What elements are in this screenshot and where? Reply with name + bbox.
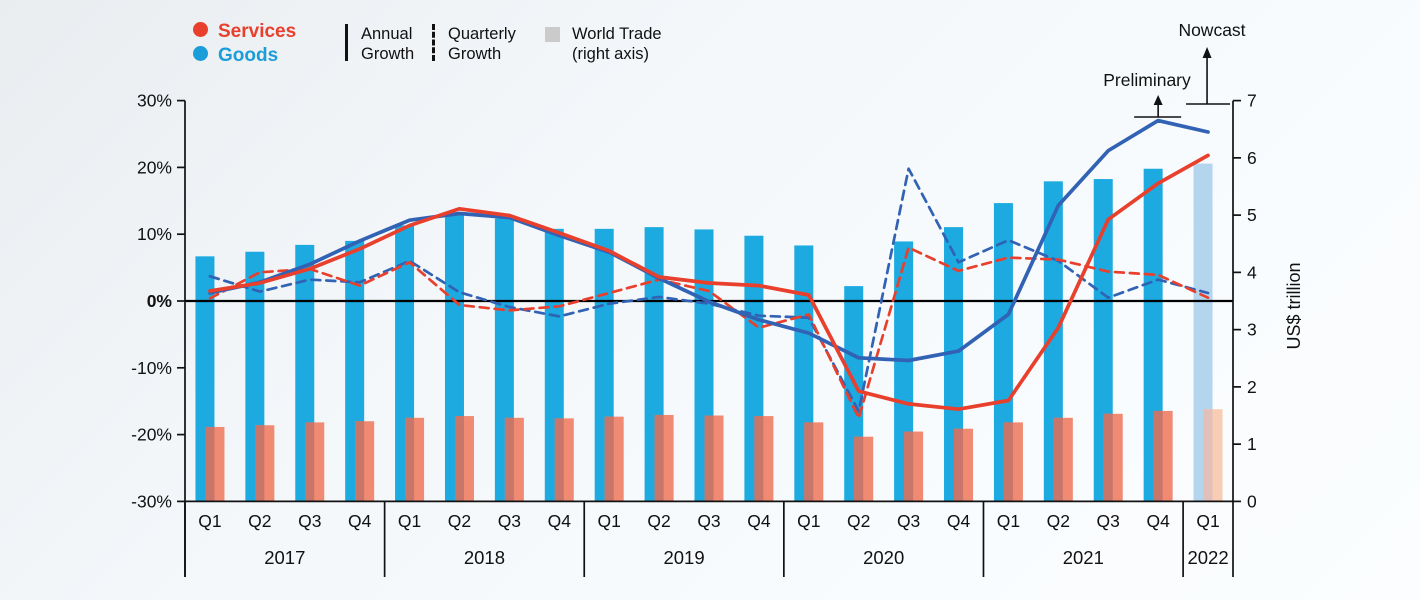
world-trade-bars xyxy=(195,163,1223,502)
legend-quarterly-growth: Quarterly Growth xyxy=(432,24,516,64)
nowcast-label: Nowcast xyxy=(1178,20,1246,40)
legend-quarterly-line1: Quarterly xyxy=(448,25,516,43)
bar-overlap xyxy=(554,418,564,502)
quarter-label: Q4 xyxy=(747,511,771,531)
annotation-arrows xyxy=(1134,47,1231,118)
right-axis-title: US$ trillion xyxy=(1284,262,1304,349)
bar-overlap xyxy=(355,421,365,502)
growth-lines xyxy=(208,118,1210,420)
nowcast-arrowhead xyxy=(1202,47,1212,58)
quarter-label: Q1 xyxy=(198,511,221,531)
services-dot-icon xyxy=(193,22,208,37)
year-label: 2019 xyxy=(663,547,704,568)
goods-annual-growth-line xyxy=(208,118,1210,363)
bar-overlap xyxy=(1153,410,1163,502)
year-label: 2018 xyxy=(464,547,505,568)
year-label: 2021 xyxy=(1063,547,1104,568)
year-label: 2020 xyxy=(863,547,904,568)
quarter-label: Q2 xyxy=(847,511,870,531)
legend-goods-label: Goods xyxy=(218,45,279,66)
left-tick-label: -10% xyxy=(131,358,172,378)
quarter-label: Q3 xyxy=(697,511,720,531)
goods-dot-icon xyxy=(193,46,208,61)
quarter-label: Q3 xyxy=(1097,511,1120,531)
axes xyxy=(184,100,1234,577)
bar-overlap xyxy=(754,416,764,502)
bar-overlap xyxy=(904,431,914,502)
quarter-label: Q3 xyxy=(897,511,920,531)
right-tick-label: 3 xyxy=(1247,320,1257,340)
legend-worldtrade-line1: World Trade xyxy=(572,25,662,43)
left-tick-label: 0% xyxy=(147,291,173,311)
right-tick-label: 5 xyxy=(1247,205,1257,225)
right-tick-label: 1 xyxy=(1247,434,1257,454)
left-tick-label: -20% xyxy=(131,425,172,445)
year-label: 2022 xyxy=(1187,547,1228,568)
quarter-label: Q1 xyxy=(398,511,421,531)
right-tick-label: 4 xyxy=(1247,262,1257,282)
services-quarterly-growth-line xyxy=(208,246,1210,420)
right-tick-label: 7 xyxy=(1247,91,1257,111)
quarter-label: Q2 xyxy=(248,511,271,531)
bar-overlap xyxy=(1103,413,1113,502)
legend-annual-growth: Annual Growth xyxy=(345,24,414,64)
legend-world-trade: World Trade (right axis) xyxy=(545,24,662,64)
bar-overlap xyxy=(1203,409,1213,502)
solid-line-icon xyxy=(345,24,348,61)
preliminary-arrowhead xyxy=(1153,95,1163,105)
quarter-label: Q1 xyxy=(997,511,1020,531)
services-annual-growth-line xyxy=(208,153,1210,412)
x-axis-labels: Q1 Q2 Q3 Q4 2017 Q1 Q2 Q3 Q4 2018 Q1 Q2 Q3 Q4 2019 Q1 Q2… xyxy=(184,501,1229,577)
quarter-label: Q1 xyxy=(598,511,621,531)
bar-overlap xyxy=(255,425,265,502)
bar-overlap xyxy=(305,422,315,502)
bar-overlap xyxy=(654,414,664,502)
bar-overlap xyxy=(954,428,964,502)
left-tick-label: 20% xyxy=(137,157,172,177)
right-axis-ticks: 7 6 5 4 3 2 1 0 xyxy=(1233,91,1257,511)
legend-annual-line1: Annual xyxy=(361,25,413,43)
bar-overlap xyxy=(704,415,714,502)
bar-overlap xyxy=(405,417,415,502)
right-tick-label: 6 xyxy=(1247,148,1257,168)
legend-services-label: Services xyxy=(218,21,297,42)
left-tick-label: -30% xyxy=(131,491,172,511)
bar-overlap xyxy=(804,422,814,502)
bar-overlap xyxy=(205,426,215,502)
quarter-label: Q3 xyxy=(498,511,521,531)
gray-square-icon xyxy=(545,27,560,42)
quarter-label: Q2 xyxy=(448,511,471,531)
quarter-label: Q4 xyxy=(548,511,572,531)
right-tick-label: 0 xyxy=(1247,491,1257,511)
bar-overlap xyxy=(1003,422,1013,502)
preliminary-label: Preliminary xyxy=(1103,70,1191,90)
quarter-label: Q4 xyxy=(947,511,971,531)
bar-overlap xyxy=(1053,417,1063,502)
quarter-label: Q1 xyxy=(797,511,820,531)
dashed-line-icon xyxy=(432,24,435,61)
left-tick-label: 10% xyxy=(137,224,172,244)
quarter-label: Q3 xyxy=(298,511,321,531)
legend-annual-line2: Growth xyxy=(361,45,415,63)
quarter-label: Q4 xyxy=(348,511,372,531)
legend-goods: Goods xyxy=(193,44,278,68)
bar-overlap xyxy=(604,416,614,502)
bar-overlap xyxy=(454,416,464,502)
legend-services: Services xyxy=(193,20,296,44)
goods-quarterly-growth-line xyxy=(208,167,1210,413)
right-tick-label: 2 xyxy=(1247,377,1257,397)
bar-overlap xyxy=(504,417,514,502)
year-label: 2017 xyxy=(264,547,305,568)
quarter-label: Q2 xyxy=(647,511,670,531)
left-tick-label: 30% xyxy=(137,91,172,111)
bar-overlap xyxy=(854,436,864,502)
left-axis-ticks: 30% 20% 10% 0% -10% -20% -30% xyxy=(131,91,185,511)
legend-quarterly-line2: Growth xyxy=(448,45,502,63)
quarter-label: Q1 xyxy=(1196,511,1219,531)
quarter-label: Q2 xyxy=(1047,511,1070,531)
quarter-label: Q4 xyxy=(1146,511,1170,531)
legend-worldtrade-line2: (right axis) xyxy=(572,45,650,63)
